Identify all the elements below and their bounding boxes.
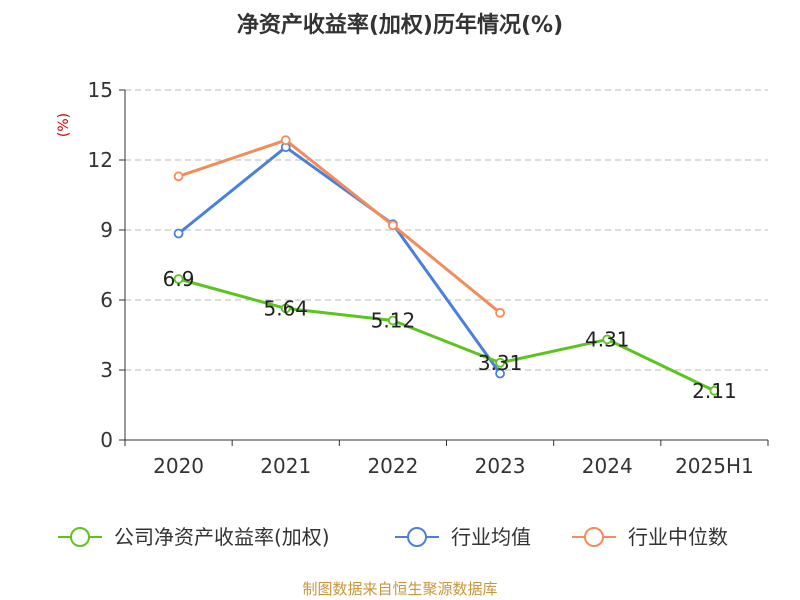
data-label: 2.11 xyxy=(692,379,737,403)
legend-item[interactable]: 公司净资产收益率(加权) xyxy=(58,525,330,549)
legend-item[interactable]: 行业中位数 xyxy=(572,525,728,549)
series-lines xyxy=(173,135,720,396)
x-tick-label: 2024 xyxy=(582,454,633,478)
x-tick-label: 2020 xyxy=(153,454,204,478)
data-label: 3.31 xyxy=(478,351,523,375)
data-point xyxy=(173,274,184,284)
data-labels: 6.9 5.64 5.12 3.31 4.31 2.11 xyxy=(163,267,737,403)
y-tick-label: 6 xyxy=(100,288,113,312)
x-tick-label: 2025H1 xyxy=(675,454,754,478)
legend-marker xyxy=(70,527,90,547)
data-point xyxy=(173,228,184,239)
data-point xyxy=(495,357,505,368)
data-label: 5.64 xyxy=(263,296,308,320)
y-axis-unit: (%) xyxy=(56,113,72,137)
data-point xyxy=(495,307,505,318)
y-tick-label: 15 xyxy=(88,78,113,102)
data-point xyxy=(709,385,720,396)
legend-marker xyxy=(407,527,427,547)
legend-label: 公司净资产收益率(加权) xyxy=(114,525,330,549)
data-label: 6.9 xyxy=(163,267,195,291)
data-point xyxy=(388,315,398,326)
y-tick-label: 9 xyxy=(100,218,113,242)
x-tick-label: 2021 xyxy=(260,454,311,478)
legend[interactable]: 公司净资产收益率(加权) 行业均值 行业中位数 xyxy=(58,525,728,549)
legend-label: 行业中位数 xyxy=(628,525,728,549)
data-point xyxy=(280,303,291,314)
data-label: 4.31 xyxy=(585,327,630,351)
chart-title: 净资产收益率(加权)历年情况(%) xyxy=(237,12,563,38)
legend-label: 行业均值 xyxy=(451,525,531,549)
axes: 0 3 6 9 12 15 2020 2021 2022 2023 2024 2025H1 xyxy=(88,78,769,478)
data-point xyxy=(388,220,398,231)
data-label: 5.12 xyxy=(371,309,416,333)
gridlines xyxy=(125,89,768,371)
source-note: 制图数据来自恒生聚源数据库 xyxy=(302,580,497,598)
legend-item[interactable]: 行业均值 xyxy=(395,525,531,549)
y-tick-label: 0 xyxy=(100,428,113,452)
series-line xyxy=(178,277,716,393)
series-line xyxy=(177,145,502,375)
series-line xyxy=(178,138,502,314)
data-point xyxy=(495,368,505,379)
x-tick-label: 2022 xyxy=(367,454,418,478)
y-tick-label: 3 xyxy=(100,358,113,382)
data-point xyxy=(280,135,291,146)
data-point xyxy=(173,171,184,182)
legend-marker xyxy=(584,527,604,547)
data-point xyxy=(602,334,613,345)
y-tick-label: 12 xyxy=(88,148,113,172)
x-tick-label: 2023 xyxy=(475,454,526,478)
